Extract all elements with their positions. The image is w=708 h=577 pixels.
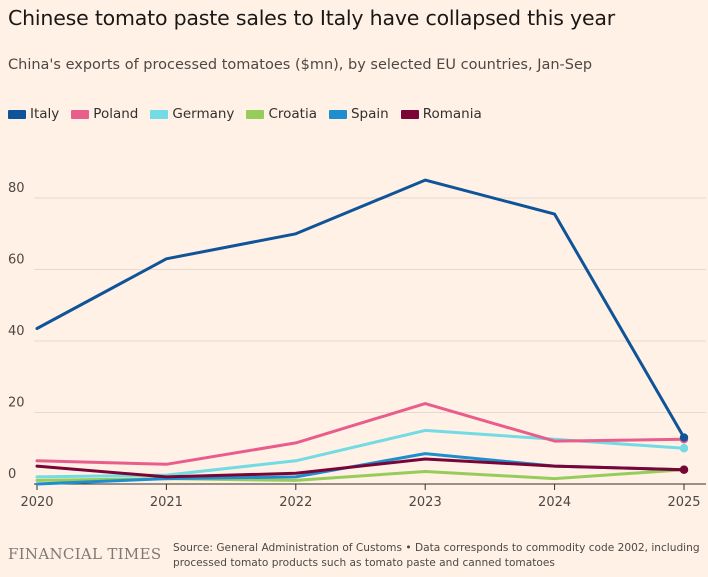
- legend-label: Germany: [172, 106, 235, 122]
- y-tick-label: 0: [8, 467, 16, 482]
- source-note: Source: General Administration of Custom…: [173, 542, 700, 569]
- x-tick-label: 2025: [667, 495, 700, 510]
- legend-label: Romania: [422, 106, 482, 122]
- legend-swatch: [150, 109, 169, 119]
- y-tick-label: 20: [8, 396, 25, 411]
- series-line-germany: [35, 428, 686, 479]
- series-line-poland: [35, 402, 686, 466]
- y-tick-label: 40: [8, 324, 25, 339]
- x-tick-label: 2020: [20, 495, 53, 510]
- series-end-point-romania: [679, 465, 689, 474]
- x-tick-label: 2021: [150, 495, 183, 510]
- legend-label: Poland: [93, 106, 139, 122]
- x-tick-label: 2024: [538, 495, 571, 510]
- series-line-italy: [35, 178, 686, 439]
- legend-item-spain: Spain: [328, 106, 389, 122]
- legend-item-italy: Italy: [8, 106, 59, 122]
- chart-title: Chinese tomato paste sales to Italy have…: [8, 6, 615, 30]
- series-end-point-germany: [679, 444, 689, 453]
- legend-swatch: [8, 109, 26, 119]
- legend-item-romania: Romania: [400, 106, 482, 122]
- legend: Italy Poland Germany Croatia Spain Romania: [8, 106, 482, 122]
- x-tick-label: 2022: [279, 495, 312, 510]
- legend-item-croatia: Croatia: [246, 106, 317, 122]
- chart-subtitle: China's exports of processed tomatoes ($…: [8, 57, 593, 73]
- ft-logo: FINANCIAL TIMES: [8, 545, 162, 563]
- line-chart: 0 20 40 60 80 2020 2021 2022 2023 2024 2025: [8, 178, 706, 510]
- legend-swatch: [246, 109, 265, 119]
- legend-label: Spain: [350, 106, 389, 122]
- legend-item-germany: Germany: [150, 106, 234, 122]
- legend-swatch: [71, 109, 90, 119]
- legend-label: Italy: [30, 106, 60, 122]
- legend-label: Croatia: [268, 106, 317, 122]
- series-line-spain: [35, 452, 686, 486]
- x-tick-label: 2023: [409, 495, 442, 510]
- series-line-romania: [35, 457, 686, 479]
- y-tick-label: 60: [8, 253, 25, 268]
- legend-swatch: [328, 109, 347, 119]
- y-tick-label: 80: [8, 181, 25, 196]
- legend-item-poland: Poland: [71, 106, 138, 122]
- series-end-point-italy: [679, 433, 689, 442]
- legend-swatch: [400, 109, 419, 119]
